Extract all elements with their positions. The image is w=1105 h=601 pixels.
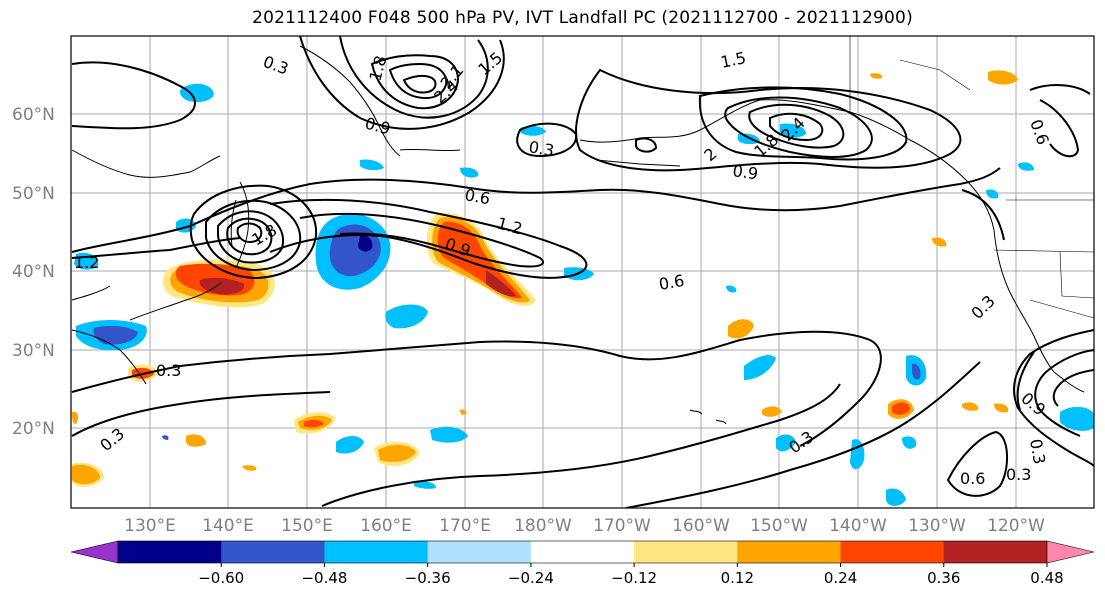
colorbar-tick-label: −0.24 xyxy=(508,569,554,587)
latitude-labels: 60°N 50°N 40°N 30°N 20°N xyxy=(12,105,55,439)
anomaly-negative xyxy=(430,426,468,443)
colorbar-tick-label: 0.12 xyxy=(721,569,754,587)
colorbar-cell xyxy=(737,541,842,563)
lon-label: 180°W xyxy=(514,516,572,536)
chart-title: 2021112400 F048 500 hPa PV, IVT Landfall… xyxy=(252,8,913,28)
anomaly-negative xyxy=(179,83,214,102)
anomaly-negative xyxy=(414,481,436,489)
anomaly-negative xyxy=(520,125,546,136)
lon-label: 160°E xyxy=(360,516,412,536)
contour-label: 0.6 xyxy=(657,271,685,294)
anomaly-positive xyxy=(994,403,1009,413)
anomaly-negative xyxy=(902,436,917,449)
lon-label: 160°W xyxy=(672,516,730,536)
anomaly-negative xyxy=(886,488,906,506)
lon-label: 150°W xyxy=(750,516,808,536)
contour-label: 1.5 xyxy=(719,48,748,72)
anomaly-positive xyxy=(870,73,883,79)
contour-label: 0.3 xyxy=(1026,437,1049,465)
longitude-labels: 130°E 140°E 150°E 160°E 170°E 180°W 170°… xyxy=(124,516,1045,536)
anomaly-positive xyxy=(892,402,910,415)
colorbar-tick-label: 0.24 xyxy=(824,569,857,587)
anomaly-negative xyxy=(776,434,796,452)
shaded-anomalies xyxy=(72,70,1094,506)
anomaly-negative xyxy=(1018,162,1034,171)
lon-label: 120°W xyxy=(987,516,1045,536)
anomaly-negative xyxy=(986,189,999,199)
contour-label: 0.6 xyxy=(463,185,491,208)
colorbar-cell xyxy=(324,541,429,563)
colorbar-cell xyxy=(221,541,325,563)
anomaly-negative xyxy=(360,159,384,171)
colorbar-cell xyxy=(840,541,945,563)
contour-label: 0.3 xyxy=(156,361,181,380)
anomaly-negative xyxy=(780,123,806,138)
anomaly-negative xyxy=(1060,406,1094,431)
colorbar-cell xyxy=(530,541,635,563)
colorbar-tick-label: −0.60 xyxy=(198,569,244,587)
anomaly-negative xyxy=(93,325,138,345)
anomaly-positive xyxy=(378,444,416,462)
colorbar-cell xyxy=(118,541,222,563)
lon-label: 170°W xyxy=(593,516,651,536)
anomaly-negative xyxy=(726,285,737,293)
anomaly-positive xyxy=(72,411,79,424)
map-frame xyxy=(70,35,1095,509)
anomaly-positive xyxy=(186,434,206,447)
anomaly-positive xyxy=(988,70,1018,85)
lat-label: 30°N xyxy=(12,341,55,361)
colorbar-tick-label: 0.48 xyxy=(1030,569,1063,587)
lon-label: 140°E xyxy=(202,516,254,536)
lon-label: 130°W xyxy=(908,516,966,536)
colorbar-extend-right xyxy=(1046,540,1095,564)
contour-label: 0.6 xyxy=(960,469,985,488)
anomaly-negative xyxy=(744,355,776,380)
lat-label: 20°N xyxy=(12,419,55,439)
colorbar-cell xyxy=(943,541,1048,563)
lon-label: 140°W xyxy=(829,516,887,536)
lat-label: 60°N xyxy=(12,105,55,125)
colorbar: −0.60 −0.48 −0.36 −0.24 −0.12 0.12 0.24 0.36 0.4… xyxy=(70,540,1095,587)
anomaly-positive xyxy=(962,402,979,411)
colorbar-cell xyxy=(427,541,532,563)
anomaly-negative xyxy=(912,363,921,380)
anomaly-negative xyxy=(162,435,169,440)
contour-label: 1.2 xyxy=(74,253,99,272)
anomaly-negative xyxy=(336,436,364,454)
anomaly-positive xyxy=(72,464,100,485)
anomaly-positive xyxy=(304,419,324,428)
lon-label: 150°E xyxy=(281,516,333,536)
lat-label: 50°N xyxy=(12,184,55,204)
contour-label: 0.9 xyxy=(731,161,759,183)
borders xyxy=(849,36,1094,319)
anomaly-positive xyxy=(486,270,516,297)
lon-label: 130°E xyxy=(124,516,176,536)
anomaly-positive xyxy=(199,277,245,295)
colorbar-tick-label: −0.36 xyxy=(405,569,451,587)
colorbar-tick-label: −0.48 xyxy=(301,569,347,587)
anomaly-positive xyxy=(242,465,257,471)
contour-label: 0.3 xyxy=(1006,465,1031,484)
anomaly-positive xyxy=(437,221,522,299)
anomaly-negative xyxy=(358,235,373,252)
colorbar-tick-label: −0.12 xyxy=(611,569,657,587)
lon-label: 170°E xyxy=(439,516,491,536)
colorbar-cell xyxy=(634,541,738,563)
contour-label: 0.3 xyxy=(527,137,555,160)
pv-contours xyxy=(71,36,1094,508)
anomaly-negative xyxy=(385,304,428,329)
anomaly-positive xyxy=(728,319,754,339)
anomaly-positive xyxy=(762,406,782,417)
anomaly-positive xyxy=(932,237,947,247)
colorbar-extend-left xyxy=(70,540,119,564)
anomaly-negative xyxy=(460,167,479,178)
lat-label: 40°N xyxy=(12,262,55,282)
anomaly-positive xyxy=(460,409,467,415)
colorbar-tick-label: 0.36 xyxy=(927,569,960,587)
